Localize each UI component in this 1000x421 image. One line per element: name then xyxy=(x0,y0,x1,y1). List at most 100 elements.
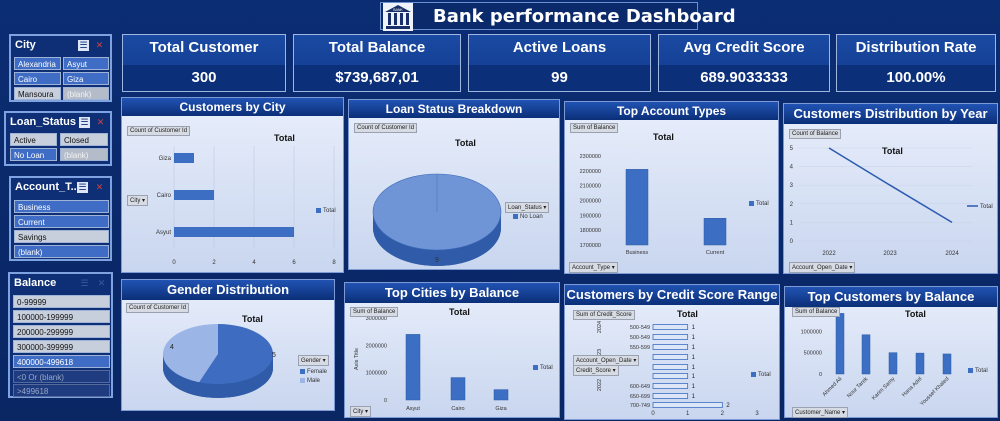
field-sum-of-balance[interactable]: Sum of Balance xyxy=(350,307,399,317)
account-item-business[interactable]: Business xyxy=(14,200,109,213)
balance-item-5[interactable]: <0 Or (blank) xyxy=(13,370,110,383)
x-tick-label: 2023 xyxy=(883,251,897,257)
x-tick-label: 3 xyxy=(755,411,759,417)
account-item-current[interactable]: Current xyxy=(14,215,109,228)
city-item-giza[interactable]: Giza xyxy=(63,72,109,85)
y-tick-label: Cairo xyxy=(157,193,172,199)
chart-inner-title: Total xyxy=(449,307,470,317)
legend-label: Total xyxy=(323,208,336,215)
bar xyxy=(174,227,294,237)
city-item-cairo[interactable]: Cairo xyxy=(14,72,61,85)
bar xyxy=(625,169,649,246)
loan-item-closed[interactable]: Closed xyxy=(60,133,108,146)
field-account-open-date[interactable]: Account_Open_Date ▾ xyxy=(789,262,856,273)
x-tick-label: 0 xyxy=(651,411,655,417)
clear-filter-icon[interactable]: ✕ xyxy=(97,278,106,288)
field-loan-status[interactable]: Loan_Status ▾ xyxy=(505,202,550,213)
series-line xyxy=(828,147,953,224)
dashboard-title: Bank performance Dashboard xyxy=(433,6,736,27)
y-tick-label: 1000000 xyxy=(801,329,822,335)
y-tick-label: 500000 xyxy=(804,351,822,357)
multi-select-icon[interactable]: ☰ xyxy=(78,40,89,51)
data-label: 5 xyxy=(272,352,276,359)
bar xyxy=(652,324,689,330)
x-tick-label: 2024 xyxy=(945,251,959,257)
bar xyxy=(942,353,952,375)
balance-item-0[interactable]: 0-99999 xyxy=(13,295,110,308)
field-gender[interactable]: Gender ▾ xyxy=(298,355,329,366)
panel-title: Top Cities by Balance xyxy=(345,283,559,303)
legend-entry: Total xyxy=(968,368,988,374)
field-count-customer-id[interactable]: Count of Customer Id xyxy=(126,303,190,313)
data-label: 1 xyxy=(692,335,696,341)
bar xyxy=(861,334,871,375)
x-tick-label: Karim Samy xyxy=(871,376,897,402)
multi-select-icon[interactable]: ☰ xyxy=(79,117,90,128)
balance-item-2[interactable]: 200000-299999 xyxy=(13,325,110,338)
field-count-of-balance[interactable]: Count of Balance xyxy=(789,129,842,139)
balance-item-1[interactable]: 100000-199999 xyxy=(13,310,110,323)
panel-customers-by-city: Customers by City 0 2 4 6 8 Giza Cairo Asyut Cou… xyxy=(121,97,344,273)
legend-label: No Loan xyxy=(520,214,543,221)
pie-slice-female xyxy=(199,324,273,384)
chart-inner-title: Total xyxy=(677,309,698,319)
field-sum-of-balance[interactable]: Sum of Balance xyxy=(792,307,841,317)
field-city[interactable]: City ▾ xyxy=(127,195,149,206)
panel-title: Top Customers by Balance xyxy=(785,287,997,307)
field-city[interactable]: City ▾ xyxy=(350,406,372,417)
legend-entry: Male xyxy=(300,378,320,384)
slicer-balance: Balance ☰ ✕ 0-99999 100000-199999 200000… xyxy=(8,272,113,398)
bar xyxy=(652,393,689,399)
legend-entry: Total xyxy=(751,372,771,378)
city-item-alexandria[interactable]: Alexandria xyxy=(14,57,61,70)
field-credit-score[interactable]: Credit_Score ▾ xyxy=(573,365,619,376)
x-tick-label: 0 xyxy=(172,260,176,266)
logo-text: BANK xyxy=(393,8,403,12)
chart-inner-title: Total xyxy=(653,132,674,142)
kpi-value: 99 xyxy=(469,65,650,91)
field-account-type[interactable]: Account_Type ▾ xyxy=(569,262,618,273)
clear-filter-icon[interactable]: ✕ xyxy=(95,182,104,192)
city-item-blank[interactable]: (blank) xyxy=(63,87,109,100)
field-sum-of-credit-score[interactable]: Sum of Credit_Score xyxy=(573,310,635,320)
y-tick-label: 1800000 xyxy=(580,228,601,234)
loan-item-no-loan[interactable]: No Loan xyxy=(10,148,57,161)
loan-item-blank[interactable]: (blank) xyxy=(60,148,108,161)
y-axis-title: Axis Title xyxy=(354,348,360,370)
city-item-asyut[interactable]: Asyut xyxy=(63,57,109,70)
clear-filter-icon[interactable]: ✕ xyxy=(95,40,104,50)
legend-swatch xyxy=(533,365,538,370)
field-customer-name[interactable]: Customer_Name ▾ xyxy=(792,407,849,418)
y-tick-label: 2100000 xyxy=(580,184,601,190)
panel-credit-score-range: Customers by Credit Score Range 1 500-549… xyxy=(564,284,780,420)
balance-item-6[interactable]: >499618 xyxy=(13,384,110,397)
loan-item-active[interactable]: Active xyxy=(10,133,57,146)
field-count-customer-id[interactable]: Count of Customer Id xyxy=(127,126,191,136)
kpi-distribution-rate: Distribution Rate 100.00% xyxy=(836,34,996,92)
balance-item-4[interactable]: 400000-499618 xyxy=(13,355,110,368)
title-bar: BANK Bank performance Dashboard xyxy=(380,2,736,31)
legend-entry: Total xyxy=(316,208,336,214)
bar xyxy=(174,153,194,163)
kpi-label: Active Loans xyxy=(512,39,607,56)
multi-select-icon[interactable]: ☰ xyxy=(77,182,88,193)
data-label: 1 xyxy=(692,345,696,351)
slicer-loan-status-title: Loan_Status xyxy=(10,116,77,128)
field-count-customer-id[interactable]: Count of Customer Id xyxy=(354,123,418,133)
balance-item-3[interactable]: 300000-399999 xyxy=(13,340,110,353)
bar xyxy=(174,190,214,200)
field-sum-of-balance[interactable]: Sum of Balance xyxy=(570,123,619,133)
multi-select-icon[interactable]: ☰ xyxy=(80,278,89,288)
clear-filter-icon[interactable]: ✕ xyxy=(96,117,105,127)
chart-inner-title: Total xyxy=(882,146,903,156)
bank-logo-icon: BANK xyxy=(383,3,413,31)
city-item-mansoura[interactable]: Mansoura xyxy=(14,87,61,100)
x-tick-label: 8 xyxy=(332,260,336,266)
legend-swatch xyxy=(751,372,756,377)
x-tick-label: Hana Adel xyxy=(901,376,923,398)
account-item-blank[interactable]: (blank) xyxy=(14,245,109,258)
legend-label: Male xyxy=(307,378,321,385)
account-item-savings[interactable]: Savings xyxy=(14,230,109,243)
legend-swatch xyxy=(316,208,321,213)
